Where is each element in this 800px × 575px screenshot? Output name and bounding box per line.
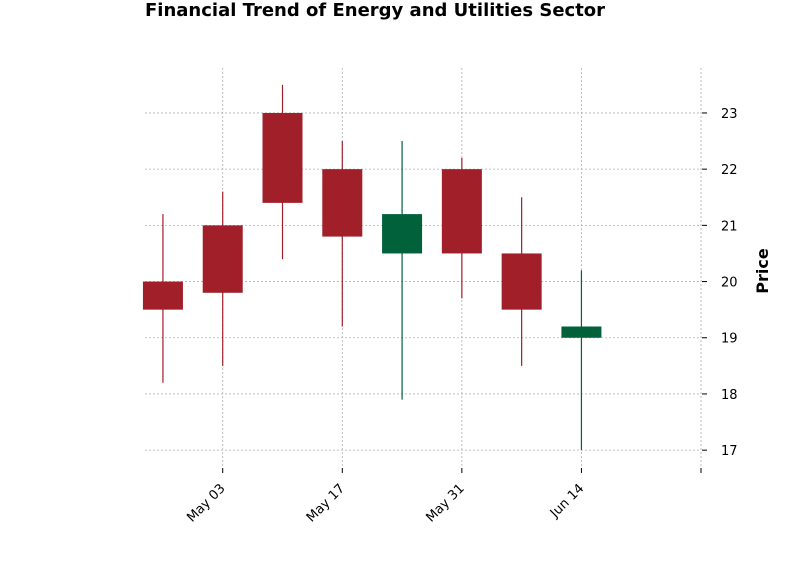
y-axis-label: Price bbox=[753, 248, 772, 294]
candle-body-up bbox=[382, 214, 423, 254]
y-tick-label: 20 bbox=[721, 276, 738, 291]
candle-body-down bbox=[322, 169, 363, 237]
y-tick-label: 23 bbox=[721, 107, 738, 122]
candle-body-down bbox=[142, 281, 183, 310]
y-tick-label: 19 bbox=[721, 332, 738, 347]
x-axis: May 03 May 17 May 31 Jun 14 bbox=[184, 468, 702, 525]
y-tick-label: 18 bbox=[721, 388, 738, 403]
candle bbox=[501, 197, 542, 366]
y-tick-label: 21 bbox=[721, 219, 738, 234]
candle bbox=[142, 214, 183, 383]
x-tick-label: Jun 14 bbox=[547, 481, 587, 521]
y-tick-label: 17 bbox=[721, 444, 738, 459]
candle bbox=[561, 270, 602, 451]
y-axis: 17 18 19 20 21 22 23 bbox=[702, 107, 738, 459]
x-tick-label: May 03 bbox=[184, 481, 228, 525]
candles bbox=[142, 84, 602, 451]
candle-body-down bbox=[501, 253, 542, 310]
chart-title-bar: Financial Trend of Energy and Utilities … bbox=[0, 0, 800, 24]
x-tick-label: May 17 bbox=[304, 481, 348, 525]
candle-body-down bbox=[202, 225, 243, 293]
candle-body-down bbox=[262, 112, 303, 203]
candle bbox=[441, 157, 482, 299]
candle-body-up bbox=[561, 326, 602, 338]
candle bbox=[262, 84, 303, 260]
candle bbox=[202, 191, 243, 366]
candle bbox=[322, 141, 363, 327]
candle bbox=[382, 141, 423, 400]
candle-body-down bbox=[441, 169, 482, 254]
chart-title: Financial Trend of Energy and Utilities … bbox=[145, 0, 606, 21]
x-tick-label: May 31 bbox=[423, 481, 467, 525]
y-tick-label: 22 bbox=[721, 163, 738, 178]
